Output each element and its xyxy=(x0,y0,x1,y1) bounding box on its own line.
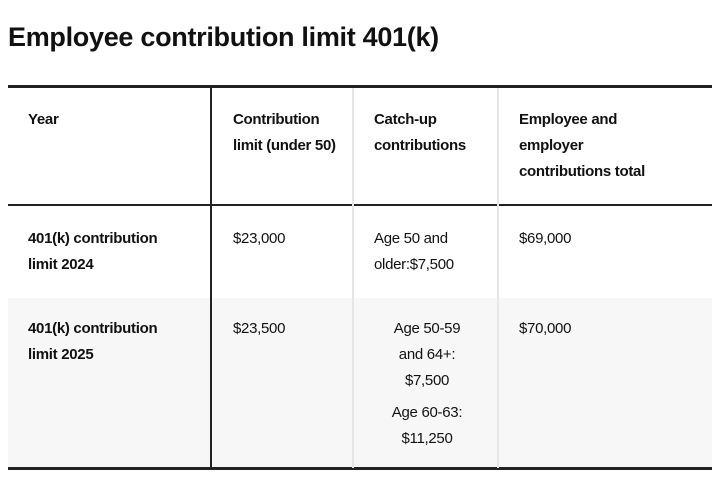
header-divider xyxy=(8,204,712,206)
page-title: Employee contribution limit 401(k) xyxy=(8,22,439,52)
row-catch-up: Age 50 and older:$7,500 xyxy=(374,230,454,273)
table-top-border xyxy=(8,85,712,88)
row-limit: $23,000 xyxy=(233,230,286,247)
catch-up-50-59: Age 50-59 and 64+: $7,500 xyxy=(393,320,461,389)
row-2025-background xyxy=(8,298,712,468)
row-total: $70,000 xyxy=(519,320,572,337)
header-catch-up: Catch-up contributions xyxy=(374,111,466,154)
row-year: 401(k) contribution limit 2025 xyxy=(28,320,158,363)
column-divider xyxy=(497,88,499,468)
column-divider xyxy=(352,88,354,468)
row-limit: $23,500 xyxy=(233,320,286,337)
header-total: Employee and employer contributions tota… xyxy=(519,111,645,180)
catch-up-60-63: Age 60-63: $11,250 xyxy=(391,404,463,447)
header-year: Year xyxy=(28,111,59,128)
header-contribution-limit: Contribution limit (under 50) xyxy=(233,111,336,154)
row-catch-up: Age 50-59 and 64+: $7,500 Age 60-63: $11… xyxy=(372,316,482,452)
table-bottom-border xyxy=(8,467,712,470)
row-year: 401(k) contribution limit 2024 xyxy=(28,230,158,273)
column-divider xyxy=(210,86,212,469)
row-total: $69,000 xyxy=(519,230,572,247)
